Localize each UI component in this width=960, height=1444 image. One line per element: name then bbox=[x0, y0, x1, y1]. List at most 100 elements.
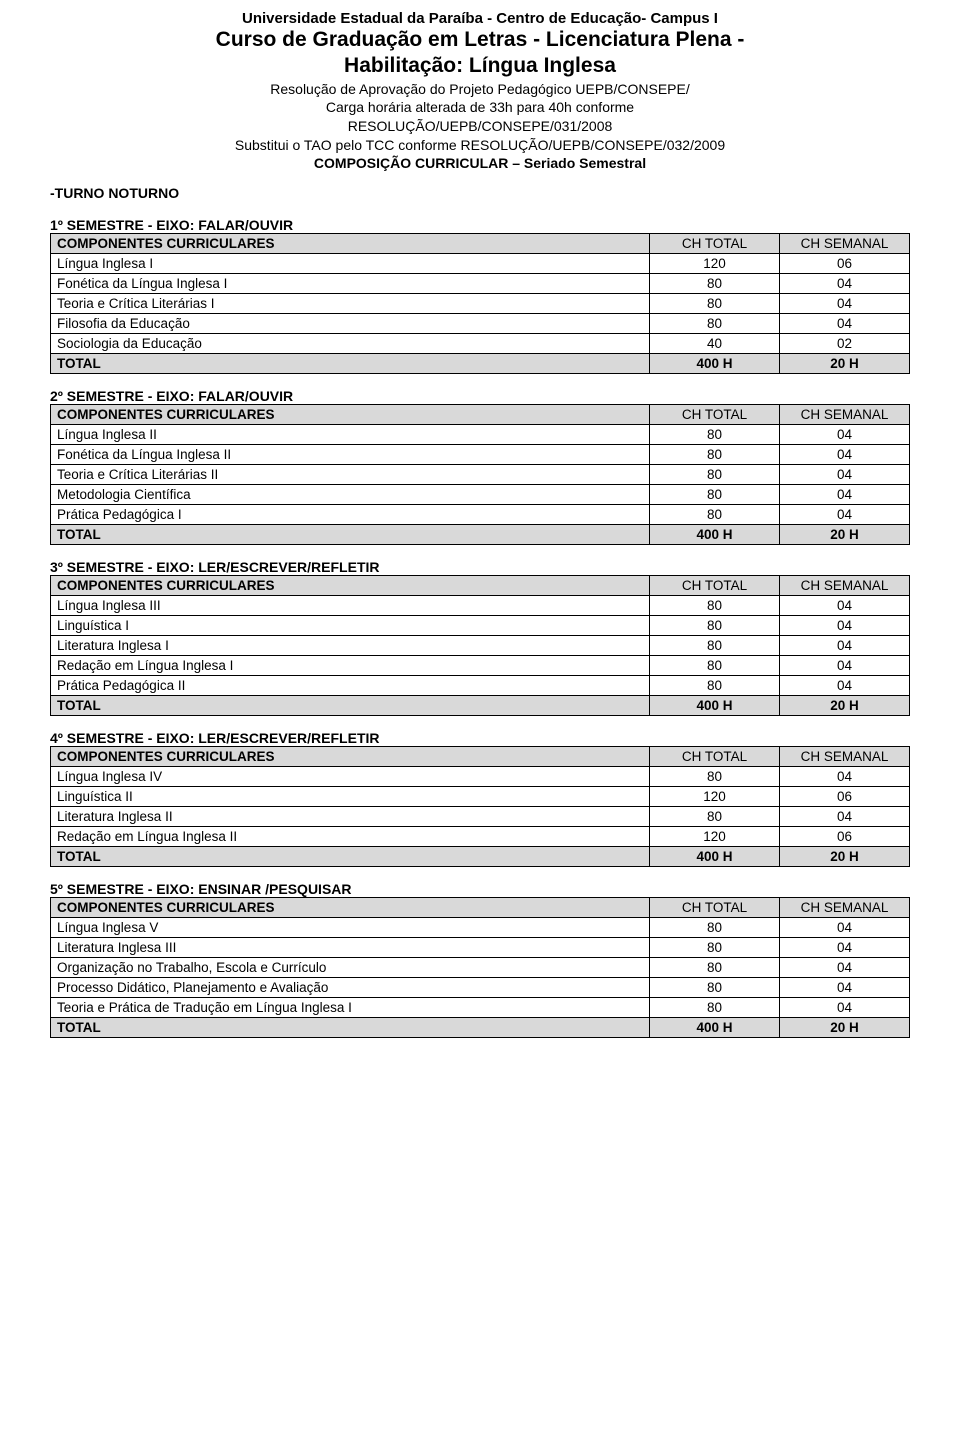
composition-title: COMPOSIÇÃO CURRICULAR – Seriado Semestra… bbox=[50, 155, 910, 171]
component-name: Prática Pedagógica I bbox=[51, 505, 650, 525]
ch-total-value: 80 bbox=[650, 596, 780, 616]
column-header-component: COMPONENTES CURRICULARES bbox=[51, 405, 650, 425]
ch-total-value: 120 bbox=[650, 827, 780, 847]
resolution-line1: Resolução de Aprovação do Projeto Pedagó… bbox=[50, 80, 910, 99]
table-row: Literatura Inglesa III8004 bbox=[51, 938, 910, 958]
ch-total-value: 80 bbox=[650, 314, 780, 334]
total-ch: 400 H bbox=[650, 354, 780, 374]
table-row: Literatura Inglesa II8004 bbox=[51, 807, 910, 827]
ch-semanal-value: 04 bbox=[780, 656, 910, 676]
component-name: Linguística II bbox=[51, 787, 650, 807]
curriculum-table: COMPONENTES CURRICULARESCH TOTALCH SEMAN… bbox=[50, 404, 910, 545]
column-header-ch-semanal: CH SEMANAL bbox=[780, 234, 910, 254]
component-name: Língua Inglesa III bbox=[51, 596, 650, 616]
curriculum-table: COMPONENTES CURRICULARESCH TOTALCH SEMAN… bbox=[50, 233, 910, 374]
table-row: Redação em Língua Inglesa II12006 bbox=[51, 827, 910, 847]
resolution-line4: Substitui o TAO pelo TCC conforme RESOLU… bbox=[50, 136, 910, 155]
resolution-line3: RESOLUÇÃO/UEPB/CONSEPE/031/2008 bbox=[50, 117, 910, 136]
ch-total-value: 120 bbox=[650, 254, 780, 274]
column-header-component: COMPONENTES CURRICULARES bbox=[51, 747, 650, 767]
ch-total-value: 80 bbox=[650, 676, 780, 696]
ch-semanal-value: 04 bbox=[780, 596, 910, 616]
total-ch: 400 H bbox=[650, 696, 780, 716]
ch-total-value: 80 bbox=[650, 636, 780, 656]
column-header-ch-total: CH TOTAL bbox=[650, 898, 780, 918]
curriculum-table: COMPONENTES CURRICULARESCH TOTALCH SEMAN… bbox=[50, 575, 910, 716]
course-title-line1: Curso de Graduação em Letras - Licenciat… bbox=[50, 27, 910, 53]
total-ch: 400 H bbox=[650, 1018, 780, 1038]
total-sem: 20 H bbox=[780, 696, 910, 716]
table-header-row: COMPONENTES CURRICULARESCH TOTALCH SEMAN… bbox=[51, 576, 910, 596]
table-row: Fonética da Língua Inglesa II8004 bbox=[51, 445, 910, 465]
ch-total-value: 80 bbox=[650, 978, 780, 998]
column-header-ch-semanal: CH SEMANAL bbox=[780, 576, 910, 596]
total-sem: 20 H bbox=[780, 1018, 910, 1038]
ch-semanal-value: 04 bbox=[780, 274, 910, 294]
document-page: Universidade Estadual da Paraíba - Centr… bbox=[0, 0, 960, 1068]
ch-total-value: 80 bbox=[650, 465, 780, 485]
ch-total-value: 80 bbox=[650, 485, 780, 505]
table-row: Linguística I8004 bbox=[51, 616, 910, 636]
table-row: Metodologia Científica8004 bbox=[51, 485, 910, 505]
total-label: TOTAL bbox=[51, 1018, 650, 1038]
ch-semanal-value: 04 bbox=[780, 465, 910, 485]
ch-total-value: 80 bbox=[650, 958, 780, 978]
table-row: Teoria e Prática de Tradução em Língua I… bbox=[51, 998, 910, 1018]
component-name: Metodologia Científica bbox=[51, 485, 650, 505]
ch-semanal-value: 04 bbox=[780, 425, 910, 445]
document-header: Universidade Estadual da Paraíba - Centr… bbox=[50, 10, 910, 171]
ch-total-value: 80 bbox=[650, 445, 780, 465]
ch-total-value: 40 bbox=[650, 334, 780, 354]
ch-semanal-value: 06 bbox=[780, 787, 910, 807]
component-name: Teoria e Prática de Tradução em Língua I… bbox=[51, 998, 650, 1018]
total-sem: 20 H bbox=[780, 525, 910, 545]
total-sem: 20 H bbox=[780, 354, 910, 374]
table-header-row: COMPONENTES CURRICULARESCH TOTALCH SEMAN… bbox=[51, 405, 910, 425]
table-row: Organização no Trabalho, Escola e Curríc… bbox=[51, 958, 910, 978]
column-header-ch-semanal: CH SEMANAL bbox=[780, 747, 910, 767]
table-header-row: COMPONENTES CURRICULARESCH TOTALCH SEMAN… bbox=[51, 234, 910, 254]
table-row: Filosofia da Educação8004 bbox=[51, 314, 910, 334]
component-name: Língua Inglesa V bbox=[51, 918, 650, 938]
ch-semanal-value: 04 bbox=[780, 445, 910, 465]
total-row: TOTAL400 H20 H bbox=[51, 354, 910, 374]
component-name: Processo Didático, Planejamento e Avalia… bbox=[51, 978, 650, 998]
course-title-line2: Habilitação: Língua Inglesa bbox=[50, 53, 910, 79]
column-header-ch-total: CH TOTAL bbox=[650, 405, 780, 425]
table-row: Língua Inglesa II8004 bbox=[51, 425, 910, 445]
component-name: Língua Inglesa II bbox=[51, 425, 650, 445]
ch-semanal-value: 04 bbox=[780, 978, 910, 998]
table-row: Processo Didático, Planejamento e Avalia… bbox=[51, 978, 910, 998]
column-header-ch-total: CH TOTAL bbox=[650, 234, 780, 254]
table-header-row: COMPONENTES CURRICULARESCH TOTALCH SEMAN… bbox=[51, 898, 910, 918]
component-name: Redação em Língua Inglesa I bbox=[51, 656, 650, 676]
column-header-component: COMPONENTES CURRICULARES bbox=[51, 576, 650, 596]
total-row: TOTAL400 H20 H bbox=[51, 1018, 910, 1038]
component-name: Sociologia da Educação bbox=[51, 334, 650, 354]
ch-semanal-value: 06 bbox=[780, 827, 910, 847]
component-name: Teoria e Crítica Literárias I bbox=[51, 294, 650, 314]
table-row: Língua Inglesa III8004 bbox=[51, 596, 910, 616]
semester-title: 3º SEMESTRE - EIXO: LER/ESCREVER/REFLETI… bbox=[50, 559, 910, 575]
ch-semanal-value: 02 bbox=[780, 334, 910, 354]
curriculum-table: COMPONENTES CURRICULARESCH TOTALCH SEMAN… bbox=[50, 746, 910, 867]
curriculum-table: COMPONENTES CURRICULARESCH TOTALCH SEMAN… bbox=[50, 897, 910, 1038]
table-row: Teoria e Crítica Literárias I8004 bbox=[51, 294, 910, 314]
ch-total-value: 80 bbox=[650, 918, 780, 938]
semester-title: 1º SEMESTRE - EIXO: FALAR/OUVIR bbox=[50, 217, 910, 233]
component-name: Literatura Inglesa III bbox=[51, 938, 650, 958]
total-sem: 20 H bbox=[780, 847, 910, 867]
column-header-ch-semanal: CH SEMANAL bbox=[780, 898, 910, 918]
table-row: Língua Inglesa I12006 bbox=[51, 254, 910, 274]
total-row: TOTAL400 H20 H bbox=[51, 847, 910, 867]
table-row: Língua Inglesa IV8004 bbox=[51, 767, 910, 787]
total-ch: 400 H bbox=[650, 847, 780, 867]
column-header-component: COMPONENTES CURRICULARES bbox=[51, 898, 650, 918]
table-row: Redação em Língua Inglesa I8004 bbox=[51, 656, 910, 676]
component-name: Filosofia da Educação bbox=[51, 314, 650, 334]
ch-total-value: 80 bbox=[650, 807, 780, 827]
ch-semanal-value: 04 bbox=[780, 636, 910, 656]
total-row: TOTAL400 H20 H bbox=[51, 696, 910, 716]
ch-total-value: 80 bbox=[650, 767, 780, 787]
component-name: Prática Pedagógica II bbox=[51, 676, 650, 696]
